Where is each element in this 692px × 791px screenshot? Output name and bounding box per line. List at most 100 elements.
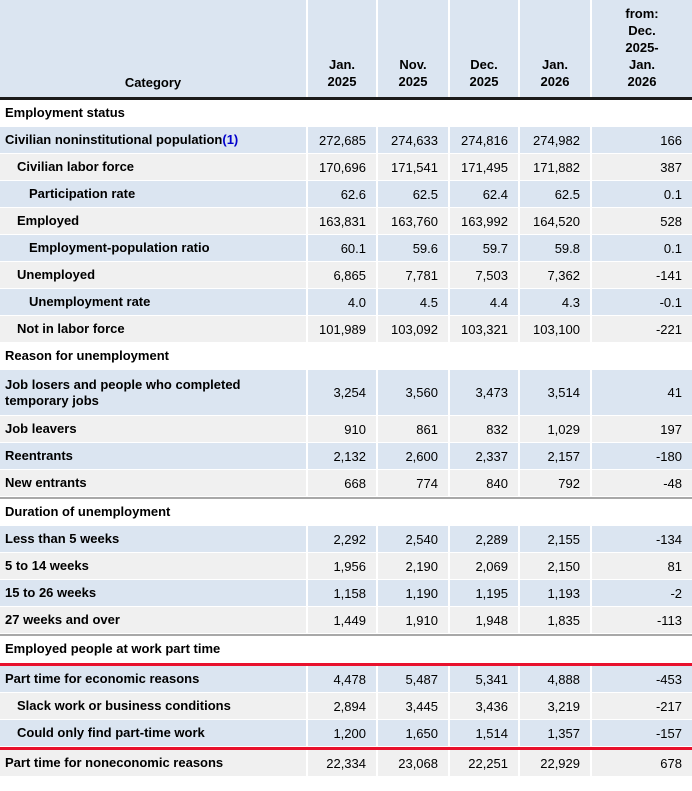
row-label-text: Unemployed [17,267,96,282]
row-label: 5 to 14 weeks [0,553,308,580]
table-row: Could only find part-time work 1,200 1,650… [0,720,692,747]
row-label-text: 27 weeks and over [5,612,120,627]
cell-value: 0.1 [592,235,692,262]
cell-value [592,499,692,526]
cell-value: 1,650 [378,720,450,747]
column-header-dec-2025: Dec. 2025 [450,0,520,97]
row-label: Employed [0,208,308,235]
cell-value: 2,600 [378,443,450,470]
cell-value: 832 [450,416,520,443]
row-label: Civilian noninstitutional population(1) [0,127,308,154]
footnote-link[interactable]: (1) [222,132,239,147]
row-label: Part time for economic reasons [0,666,308,693]
cell-value: 171,495 [450,154,520,181]
table-body: Employment status Civilian noninstitution… [0,100,692,777]
cell-value: 2,292 [308,526,378,553]
cell-value: 3,514 [520,370,592,416]
cell-value [378,636,450,663]
cell-value: 274,633 [378,127,450,154]
cell-value: -0.1 [592,289,692,316]
section-divider-line [0,634,692,636]
cell-value: 4.0 [308,289,378,316]
row-label-text: New entrants [5,475,87,490]
cell-value: -48 [592,470,692,497]
table-row: Civilian labor force 170,696 171,541 171,49… [0,154,692,181]
cell-value [308,636,378,663]
cell-value: 171,882 [520,154,592,181]
section-header-row: Employment status [0,100,692,127]
table-row: Civilian noninstitutional population(1) 2… [0,127,692,154]
row-label-text: Employment status [5,105,125,120]
section-divider-line [0,497,692,499]
table-row: Part time for noneconomic reasons 22,334 2… [0,750,692,777]
row-label-text: Unemployment rate [29,294,151,309]
cell-value: 22,929 [520,750,592,777]
cell-value: 2,069 [450,553,520,580]
cell-value: -180 [592,443,692,470]
cell-value: 163,831 [308,208,378,235]
cell-value: 5,341 [450,666,520,693]
cell-value: 774 [378,470,450,497]
cell-value: 528 [592,208,692,235]
cell-value: 1,357 [520,720,592,747]
cell-value: 4,478 [308,666,378,693]
cell-value: 163,760 [378,208,450,235]
row-label-text: Employed people at work part time [5,641,221,656]
row-label: New entrants [0,470,308,497]
table-header: Category Jan. 2025 Nov. 2025 Dec. 2025 J… [0,0,692,100]
cell-value: 22,251 [450,750,520,777]
cell-value: 840 [450,470,520,497]
cell-value [378,100,450,127]
cell-value: 1,514 [450,720,520,747]
column-header-jan-2026: Jan. 2026 [520,0,592,97]
cell-value: 62.6 [308,181,378,208]
cell-value: 2,337 [450,443,520,470]
row-label: Not in labor force [0,316,308,343]
cell-value: 1,190 [378,580,450,607]
row-label: Employed people at work part time [0,636,308,663]
cell-value: 1,200 [308,720,378,747]
table-row: 27 weeks and over 1,449 1,910 1,948 1,835 -11… [0,607,692,634]
cell-value: 164,520 [520,208,592,235]
table-row: Employed 163,831 163,760 163,992 164,520 528 [0,208,692,235]
cell-value: 668 [308,470,378,497]
row-label: Job losers and people who completed temp… [0,370,308,416]
cell-value: 274,816 [450,127,520,154]
row-label: Employment status [0,100,308,127]
cell-value [308,343,378,370]
table-row: Less than 5 weeks 2,292 2,540 2,289 2,155 -13… [0,526,692,553]
cell-value: 1,158 [308,580,378,607]
row-label: Job leavers [0,416,308,443]
cell-value: -134 [592,526,692,553]
cell-value: 1,835 [520,607,592,634]
row-label: Duration of unemployment [0,499,308,526]
cell-value: 166 [592,127,692,154]
cell-value: 3,473 [450,370,520,416]
cell-value: 3,560 [378,370,450,416]
row-label: Civilian labor force [0,154,308,181]
section-header-row: Duration of unemployment [0,499,692,526]
cell-value: 4.3 [520,289,592,316]
table-row: Not in labor force 101,989 103,092 103,321 1… [0,316,692,343]
cell-value: 3,436 [450,693,520,720]
cell-value [308,100,378,127]
row-label-text: Could only find part-time work [17,725,205,740]
table-row: New entrants 668 774 840 792 -48 [0,470,692,497]
header-row: Category Jan. 2025 Nov. 2025 Dec. 2025 J… [0,0,692,97]
cell-value: 7,781 [378,262,450,289]
cell-value: 2,289 [450,526,520,553]
cell-value: 163,992 [450,208,520,235]
cell-value: 4.5 [378,289,450,316]
row-label-text: Participation rate [29,186,136,201]
cell-value: 910 [308,416,378,443]
row-label: Reason for unemployment [0,343,308,370]
cell-value [378,499,450,526]
row-label-text: Job losers and people who completed temp… [5,376,241,408]
cell-value: -221 [592,316,692,343]
cell-value: 3,219 [520,693,592,720]
cell-value: 7,362 [520,262,592,289]
row-label-text: 5 to 14 weeks [5,558,89,573]
row-label: Unemployment rate [0,289,308,316]
row-label: Could only find part-time work [0,720,308,747]
